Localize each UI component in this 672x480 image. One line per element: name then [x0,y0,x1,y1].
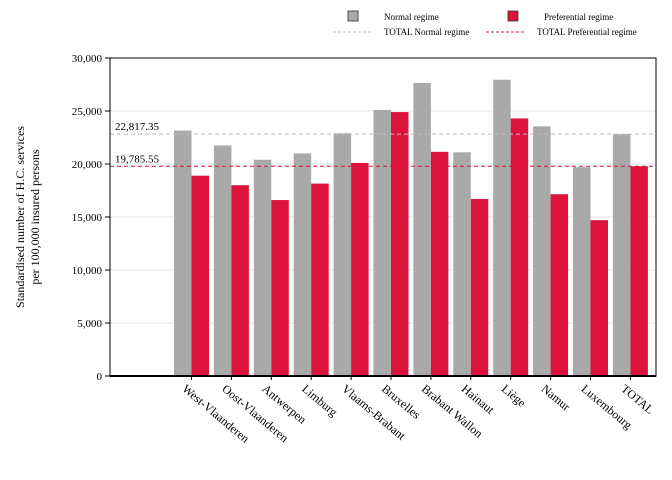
y-axis-title-line: Standardised number of H.C. services [13,126,27,308]
y-tick-label: 5,000 [77,318,102,330]
bar-preferential [311,183,329,376]
bar-normal [333,133,352,376]
legend-swatch [347,10,359,22]
bar-preferential [271,200,289,376]
bar-normal [413,82,431,376]
bar-normal [533,126,551,377]
bar-preferential [510,118,529,377]
legend-label: TOTAL Preferential regime [537,27,637,37]
legend-label: Normal regime [384,12,439,22]
bar-normal [293,153,312,376]
x-tick-label: Liège [499,382,529,410]
bar-preferential [590,220,608,376]
y-axis-label: Standardised number of H.C. servicesper … [13,126,42,308]
reference-lines: 22,817.35 19,785.55 [110,121,656,167]
bar-preferential [191,175,209,376]
bar-normal [453,152,471,376]
legend-label: Preferential regime [544,12,613,22]
y-axis-title-line: per 100,000 insured persons [28,149,42,285]
y-tick-label: 10,000 [72,265,103,277]
bar-normal [253,159,272,376]
legend-label: TOTAL Normal regime [384,27,469,37]
bar-normal [573,167,591,376]
legend: Normal regime Preferential regime TOTAL No… [333,10,637,37]
bar-normal [213,145,232,376]
bar-preferential [470,198,489,376]
x-tick-label: Namur [539,382,574,414]
bars [174,79,648,377]
bar-normal [174,130,192,376]
y-tick-label: 0 [97,371,103,383]
bar-preferential [550,194,569,376]
bar-preferential [630,166,648,376]
reference-line-label: 19,785.55 [115,153,160,165]
bar-preferential [391,112,409,376]
bar-preferential [351,162,369,376]
y-axis-title: Standardised number of H.C. servicesper … [13,126,42,308]
legend-swatch [507,10,519,22]
reference-line-label: 22,817.35 [115,121,160,133]
bar-normal [612,134,631,376]
y-tick-label: 30,000 [72,53,103,65]
y-tick-label: 20,000 [72,159,103,171]
bar-preferential [231,185,249,376]
bar-preferential [430,151,449,376]
bar-normal [493,79,511,376]
y-tick-label: 25,000 [72,106,103,118]
bar-normal [373,109,391,376]
y-tick-label: 15,000 [72,212,103,224]
